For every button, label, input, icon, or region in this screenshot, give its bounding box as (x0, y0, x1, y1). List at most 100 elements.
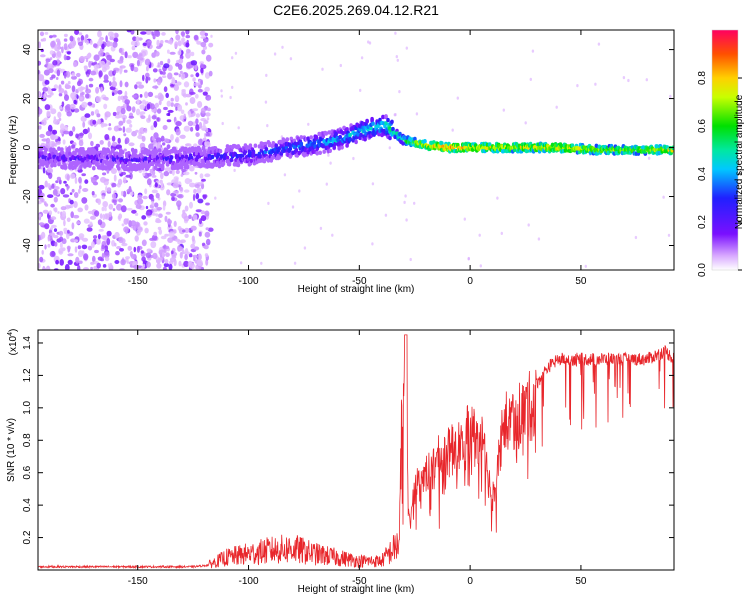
spectrogram-noise-cell (86, 73, 90, 78)
spectrogram-noise-cell (265, 73, 268, 77)
spectrogram-noise-cell (206, 117, 210, 121)
spectrogram-trace-cell (487, 142, 492, 147)
spectrogram-noise-cell (59, 236, 64, 242)
spectrogram-noise-cell (121, 223, 125, 227)
spectrogram-noise-cell (119, 80, 123, 88)
spectrogram-noise-cell (69, 203, 74, 209)
spectrogram-noise-cell (144, 188, 148, 195)
spectrogram-noise-cell (102, 96, 109, 101)
spectrogram-noise-cell (95, 96, 102, 103)
spectrogram-noise-cell (63, 227, 68, 232)
spectrogram-noise-cell (200, 41, 207, 48)
spectrogram-trace-cell (60, 147, 64, 152)
spectrogram-trace-cell (327, 130, 332, 135)
spectrogram-noise-cell (142, 74, 145, 82)
spectrogram-noise-cell (73, 99, 77, 105)
spectrogram-noise-cell (50, 216, 57, 221)
spectrogram-trace-cell (187, 147, 192, 152)
spectrogram-noise-cell (205, 54, 212, 62)
spectrogram-trace-cell (322, 149, 327, 154)
spectrogram-noise-cell (53, 116, 56, 122)
spectrogram-noise-cell (153, 231, 157, 236)
spectrogram-noise-cell (126, 119, 132, 125)
spectrogram-noise-cell (178, 260, 182, 267)
spectrogram-trace-cell (440, 141, 444, 146)
spectrogram-noise-cell (144, 127, 148, 134)
spectrogram-noise-cell (91, 177, 97, 184)
spectrogram-noise-cell (210, 34, 213, 38)
spectrogram-noise-cell (121, 114, 127, 120)
spectrogram-noise-cell (131, 130, 138, 137)
spectrogram-noise-cell (73, 192, 79, 198)
spectrogram-noise-cell (117, 95, 121, 102)
spectrogram-noise-cell (135, 81, 142, 85)
spectrogram-noise-cell (181, 89, 186, 93)
spectrogram-noise-cell (187, 260, 193, 268)
spectrogram-noise-cell (104, 134, 110, 140)
spectrogram-noise-cell (152, 252, 158, 260)
spectrogram-noise-cell (102, 66, 107, 73)
spectrogram-noise-cell (62, 194, 70, 198)
spectrogram-noise-cell (135, 36, 140, 42)
spectrogram-noise-cell (122, 176, 127, 184)
spectrogram-noise-cell (132, 36, 137, 42)
spectrogram-noise-cell (175, 128, 181, 136)
spectrogram-noise-cell (204, 32, 208, 37)
spectrogram-noise-cell (100, 176, 107, 183)
spectrogram-trace-cell (403, 136, 407, 141)
spectrogram-noise-cell (153, 120, 158, 128)
spectrogram-noise-cell (156, 117, 160, 122)
spectrogram-noise-cell (38, 41, 41, 49)
spectrogram-trace-cell (288, 146, 293, 151)
spectrogram-trace-cell (49, 159, 53, 164)
spectrogram-noise-cell (165, 92, 169, 98)
spectrogram-trace-cell (251, 150, 256, 155)
spectrogram-noise-cell (184, 205, 189, 212)
spectrogram-noise-cell (191, 235, 195, 242)
spectrogram-noise-cell (130, 191, 134, 196)
x-tick-label: -50 (352, 276, 367, 287)
spectrogram-noise-cell (667, 233, 671, 237)
spectrogram-noise-cell (57, 111, 62, 119)
spectrogram-noise-cell (200, 107, 206, 114)
spectrogram-noise-cell (95, 143, 101, 148)
spectrogram-noise-cell (66, 185, 70, 189)
spectrogram-trace-cell (154, 149, 159, 154)
spectrogram-trace-cell (285, 137, 290, 142)
spectrogram-noise-cell (58, 179, 62, 185)
spectrogram-noise-cell (146, 248, 152, 253)
spectrogram-noise-cell (107, 263, 111, 268)
spectrogram-noise-cell (195, 124, 200, 131)
spectrogram-noise-cell (159, 60, 164, 66)
spectrogram-noise-cell (120, 108, 126, 115)
spectrogram-noise-cell (51, 74, 56, 79)
spectrogram-noise-cell (163, 63, 170, 69)
spectrogram-noise-cell (160, 235, 167, 240)
spectrogram-noise-cell (170, 97, 174, 102)
spectrogram-trace-cell (133, 148, 138, 154)
spectrogram-noise-cell (527, 223, 530, 227)
spectrogram-noise-cell (220, 89, 223, 93)
spectrogram-noise-cell (291, 205, 295, 209)
spectrogram-trace-cell (348, 136, 352, 142)
spectrogram-noise-cell (44, 31, 49, 35)
spectrogram-noise-cell (195, 72, 200, 78)
spectrogram-noise-cell (142, 263, 146, 268)
spectrogram-noise-cell (128, 115, 135, 119)
spectrogram-noise-cell (162, 266, 167, 270)
spectrogram-noise-cell (403, 200, 406, 204)
spectrogram-noise-cell (107, 127, 112, 131)
spectrogram-noise-cell (145, 252, 152, 259)
snr-y-exponent-base: (x10 (8, 335, 19, 355)
spectrogram-noise-cell (55, 259, 59, 265)
spectrogram-noise-cell (199, 173, 204, 179)
spectrogram-noise-cell (42, 167, 46, 174)
snr-y-exponent-sup: 4 (7, 332, 14, 336)
spectrogram-noise-cell (102, 172, 107, 176)
spectrogram-noise-cell (86, 53, 91, 60)
spectrogram-noise-cell (180, 239, 186, 243)
spectrogram-noise-cell (114, 231, 120, 239)
spectrogram-noise-cell (234, 51, 238, 55)
spectrogram-noise-cell (110, 168, 117, 174)
spectrogram-noise-cell (40, 54, 46, 58)
